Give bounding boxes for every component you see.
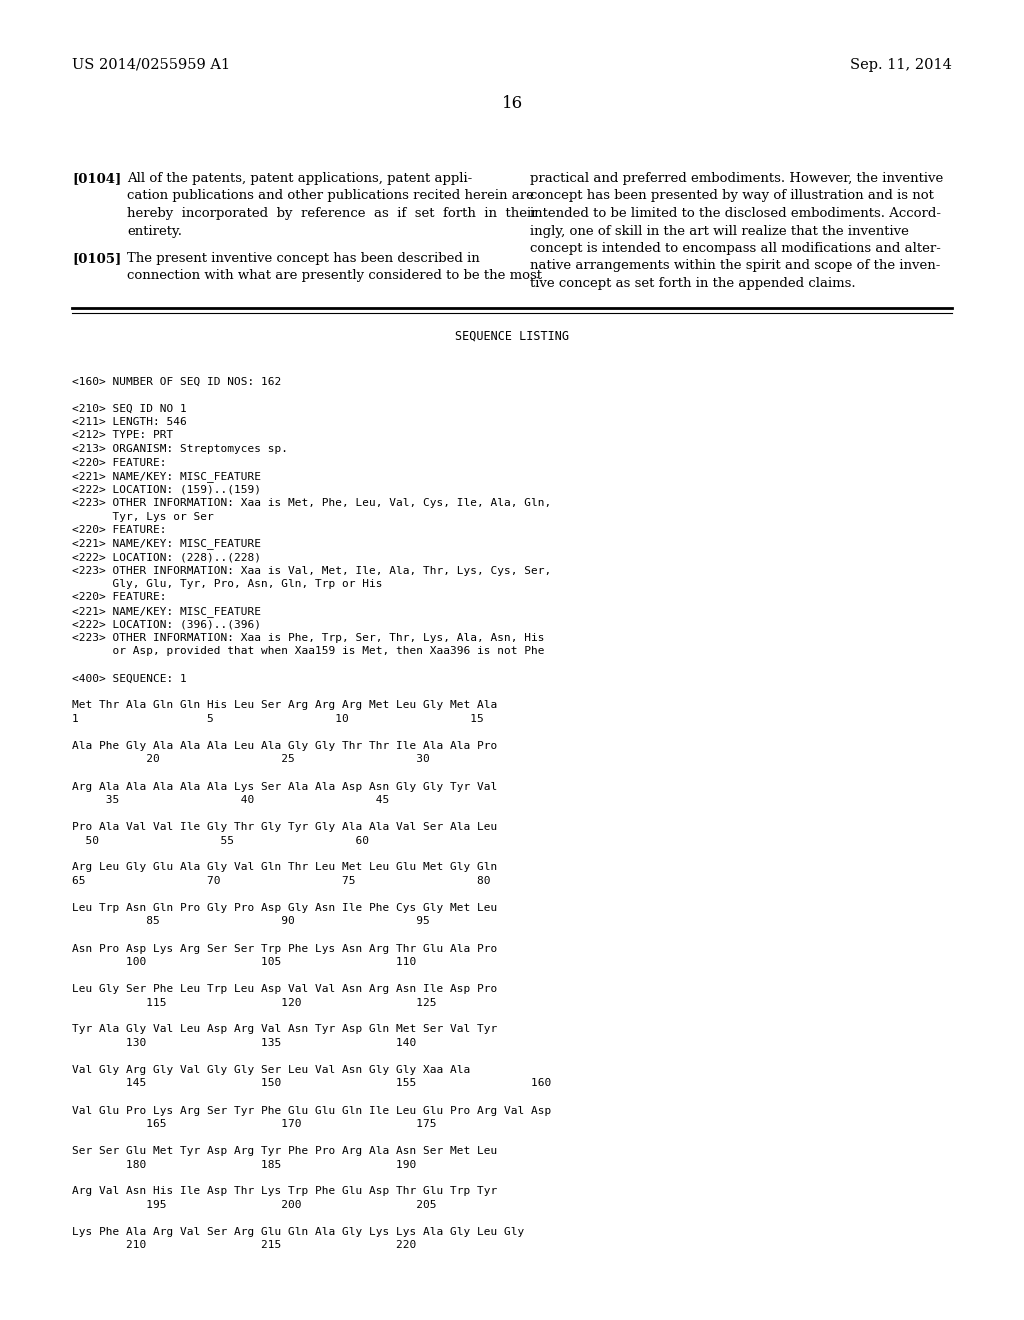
Text: 65                  70                  75                  80: 65 70 75 80 xyxy=(72,876,490,886)
Text: The present inventive concept has been described in: The present inventive concept has been d… xyxy=(127,252,480,265)
Text: Val Gly Arg Gly Val Gly Gly Ser Leu Val Asn Gly Gly Xaa Ala: Val Gly Arg Gly Val Gly Gly Ser Leu Val … xyxy=(72,1065,470,1074)
Text: <220> FEATURE:: <220> FEATURE: xyxy=(72,525,167,535)
Text: 115                 120                 125: 115 120 125 xyxy=(72,998,436,1007)
Text: Leu Trp Asn Gln Pro Gly Pro Asp Gly Asn Ile Phe Cys Gly Met Leu: Leu Trp Asn Gln Pro Gly Pro Asp Gly Asn … xyxy=(72,903,498,913)
Text: Gly, Glu, Tyr, Pro, Asn, Gln, Trp or His: Gly, Glu, Tyr, Pro, Asn, Gln, Trp or His xyxy=(72,579,383,589)
Text: Pro Ala Val Val Ile Gly Thr Gly Tyr Gly Ala Ala Val Ser Ala Leu: Pro Ala Val Val Ile Gly Thr Gly Tyr Gly … xyxy=(72,822,498,832)
Text: <160> NUMBER OF SEQ ID NOS: 162: <160> NUMBER OF SEQ ID NOS: 162 xyxy=(72,376,282,387)
Text: connection with what are presently considered to be the most: connection with what are presently consi… xyxy=(127,269,542,282)
Text: 180                 185                 190: 180 185 190 xyxy=(72,1159,416,1170)
Text: <222> LOCATION: (228)..(228): <222> LOCATION: (228)..(228) xyxy=(72,552,261,562)
Text: <221> NAME/KEY: MISC_FEATURE: <221> NAME/KEY: MISC_FEATURE xyxy=(72,471,261,482)
Text: concept is intended to encompass all modifications and alter-: concept is intended to encompass all mod… xyxy=(530,242,941,255)
Text: <212> TYPE: PRT: <212> TYPE: PRT xyxy=(72,430,173,441)
Text: 85                  90                  95: 85 90 95 xyxy=(72,916,430,927)
Text: <223> OTHER INFORMATION: Xaa is Met, Phe, Leu, Val, Cys, Ile, Ala, Gln,: <223> OTHER INFORMATION: Xaa is Met, Phe… xyxy=(72,498,551,508)
Text: Leu Gly Ser Phe Leu Trp Leu Asp Val Val Asn Arg Asn Ile Asp Pro: Leu Gly Ser Phe Leu Trp Leu Asp Val Val … xyxy=(72,983,498,994)
Text: Tyr, Lys or Ser: Tyr, Lys or Ser xyxy=(72,511,214,521)
Text: <223> OTHER INFORMATION: Xaa is Phe, Trp, Ser, Thr, Lys, Ala, Asn, His: <223> OTHER INFORMATION: Xaa is Phe, Trp… xyxy=(72,634,545,643)
Text: US 2014/0255959 A1: US 2014/0255959 A1 xyxy=(72,58,230,73)
Text: 1                   5                  10                  15: 1 5 10 15 xyxy=(72,714,483,723)
Text: All of the patents, patent applications, patent appli-: All of the patents, patent applications,… xyxy=(127,172,472,185)
Text: <220> FEATURE:: <220> FEATURE: xyxy=(72,593,167,602)
Text: 130                 135                 140: 130 135 140 xyxy=(72,1038,416,1048)
Text: <210> SEQ ID NO 1: <210> SEQ ID NO 1 xyxy=(72,404,186,413)
Text: Arg Val Asn His Ile Asp Thr Lys Trp Phe Glu Asp Thr Glu Trp Tyr: Arg Val Asn His Ile Asp Thr Lys Trp Phe … xyxy=(72,1187,498,1196)
Text: <221> NAME/KEY: MISC_FEATURE: <221> NAME/KEY: MISC_FEATURE xyxy=(72,539,261,549)
Text: native arrangements within the spirit and scope of the inven-: native arrangements within the spirit an… xyxy=(530,260,940,272)
Text: <223> OTHER INFORMATION: Xaa is Val, Met, Ile, Ala, Thr, Lys, Cys, Ser,: <223> OTHER INFORMATION: Xaa is Val, Met… xyxy=(72,565,551,576)
Text: [0105]: [0105] xyxy=(72,252,121,265)
Text: 195                 200                 205: 195 200 205 xyxy=(72,1200,436,1210)
Text: 165                 170                 175: 165 170 175 xyxy=(72,1119,436,1129)
Text: <211> LENGTH: 546: <211> LENGTH: 546 xyxy=(72,417,186,426)
Text: 100                 105                 110: 100 105 110 xyxy=(72,957,416,968)
Text: <221> NAME/KEY: MISC_FEATURE: <221> NAME/KEY: MISC_FEATURE xyxy=(72,606,261,616)
Text: hereby  incorporated  by  reference  as  if  set  forth  in  their: hereby incorporated by reference as if s… xyxy=(127,207,538,220)
Text: 50                  55                  60: 50 55 60 xyxy=(72,836,369,846)
Text: Sep. 11, 2014: Sep. 11, 2014 xyxy=(850,58,952,73)
Text: cation publications and other publications recited herein are: cation publications and other publicatio… xyxy=(127,190,534,202)
Text: Arg Leu Gly Glu Ala Gly Val Gln Thr Leu Met Leu Glu Met Gly Gln: Arg Leu Gly Glu Ala Gly Val Gln Thr Leu … xyxy=(72,862,498,873)
Text: 145                 150                 155                 160: 145 150 155 160 xyxy=(72,1078,551,1089)
Text: Lys Phe Ala Arg Val Ser Arg Glu Gln Ala Gly Lys Lys Ala Gly Leu Gly: Lys Phe Ala Arg Val Ser Arg Glu Gln Ala … xyxy=(72,1228,524,1237)
Text: or Asp, provided that when Xaa159 is Met, then Xaa396 is not Phe: or Asp, provided that when Xaa159 is Met… xyxy=(72,647,545,656)
Text: 20                  25                  30: 20 25 30 xyxy=(72,755,430,764)
Text: Ala Phe Gly Ala Ala Ala Leu Ala Gly Gly Thr Thr Ile Ala Ala Pro: Ala Phe Gly Ala Ala Ala Leu Ala Gly Gly … xyxy=(72,741,498,751)
Text: Arg Ala Ala Ala Ala Ala Lys Ser Ala Ala Asp Asn Gly Gly Tyr Val: Arg Ala Ala Ala Ala Ala Lys Ser Ala Ala … xyxy=(72,781,498,792)
Text: ingly, one of skill in the art will realize that the inventive: ingly, one of skill in the art will real… xyxy=(530,224,909,238)
Text: Val Glu Pro Lys Arg Ser Tyr Phe Glu Glu Gln Ile Leu Glu Pro Arg Val Asp: Val Glu Pro Lys Arg Ser Tyr Phe Glu Glu … xyxy=(72,1106,551,1115)
Text: Met Thr Ala Gln Gln His Leu Ser Arg Arg Arg Met Leu Gly Met Ala: Met Thr Ala Gln Gln His Leu Ser Arg Arg … xyxy=(72,701,498,710)
Text: 16: 16 xyxy=(502,95,522,112)
Text: Asn Pro Asp Lys Arg Ser Ser Trp Phe Lys Asn Arg Thr Glu Ala Pro: Asn Pro Asp Lys Arg Ser Ser Trp Phe Lys … xyxy=(72,944,498,953)
Text: SEQUENCE LISTING: SEQUENCE LISTING xyxy=(455,330,569,343)
Text: <220> FEATURE:: <220> FEATURE: xyxy=(72,458,167,467)
Text: <400> SEQUENCE: 1: <400> SEQUENCE: 1 xyxy=(72,673,186,684)
Text: intended to be limited to the disclosed embodiments. Accord-: intended to be limited to the disclosed … xyxy=(530,207,941,220)
Text: [0104]: [0104] xyxy=(72,172,121,185)
Text: 210                 215                 220: 210 215 220 xyxy=(72,1241,416,1250)
Text: practical and preferred embodiments. However, the inventive: practical and preferred embodiments. How… xyxy=(530,172,943,185)
Text: entirety.: entirety. xyxy=(127,224,182,238)
Text: tive concept as set forth in the appended claims.: tive concept as set forth in the appende… xyxy=(530,277,856,290)
Text: 35                  40                  45: 35 40 45 xyxy=(72,795,389,805)
Text: <222> LOCATION: (396)..(396): <222> LOCATION: (396)..(396) xyxy=(72,619,261,630)
Text: <213> ORGANISM: Streptomyces sp.: <213> ORGANISM: Streptomyces sp. xyxy=(72,444,288,454)
Text: Tyr Ala Gly Val Leu Asp Arg Val Asn Tyr Asp Gln Met Ser Val Tyr: Tyr Ala Gly Val Leu Asp Arg Val Asn Tyr … xyxy=(72,1024,498,1035)
Text: Ser Ser Glu Met Tyr Asp Arg Tyr Phe Pro Arg Ala Asn Ser Met Leu: Ser Ser Glu Met Tyr Asp Arg Tyr Phe Pro … xyxy=(72,1146,498,1156)
Text: concept has been presented by way of illustration and is not: concept has been presented by way of ill… xyxy=(530,190,934,202)
Text: <222> LOCATION: (159)..(159): <222> LOCATION: (159)..(159) xyxy=(72,484,261,495)
